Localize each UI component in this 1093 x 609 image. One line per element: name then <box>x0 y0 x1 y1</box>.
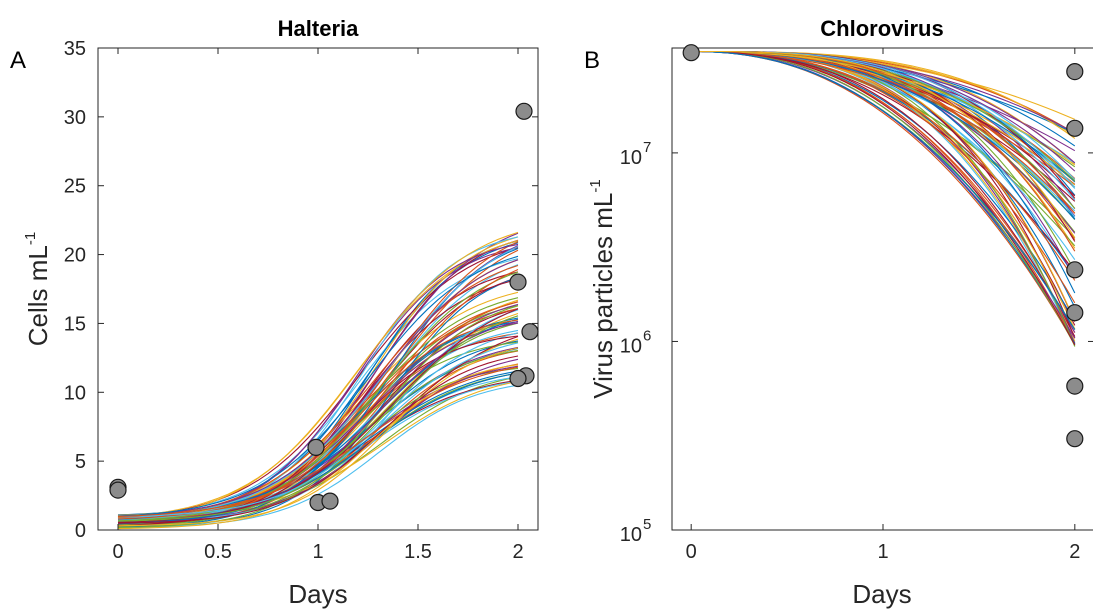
data-point <box>321 492 339 510</box>
data-point <box>1066 304 1084 322</box>
fit-curve <box>691 50 1076 330</box>
y-tick-label-base: 10 <box>620 147 642 169</box>
fit-curves-a <box>117 231 519 530</box>
data-point <box>1066 261 1084 279</box>
data-point <box>682 44 700 62</box>
y-axis-label-a: Cells mL-1 <box>22 232 53 346</box>
data-point <box>509 369 527 388</box>
fit-curve <box>117 269 519 520</box>
axes-box-b <box>671 47 1093 531</box>
fit-curve <box>691 50 1076 347</box>
fit-curve <box>117 347 519 527</box>
y-tick-label: 5 <box>75 451 86 473</box>
y-tick-label: 35 <box>64 38 86 60</box>
y-tick-label: 15 <box>64 313 86 335</box>
y-tick-label: 0 <box>75 520 86 542</box>
y-tick-label-exp: 7 <box>643 139 651 156</box>
panel-label-a: A <box>10 47 26 74</box>
y-tick-label-exp: 5 <box>643 516 651 533</box>
y-tick-label: 10 <box>620 147 642 169</box>
fit-curve <box>691 50 1076 346</box>
data-points-a <box>109 102 539 512</box>
x-tick-label: 2 <box>512 541 523 563</box>
fit-curve <box>117 372 519 527</box>
fit-curve <box>117 271 519 522</box>
data-point <box>515 102 533 120</box>
y-tick-label: 20 <box>64 245 86 267</box>
chart-title-halteria: Halteria <box>278 16 359 41</box>
x-tick-label: 1 <box>312 541 323 563</box>
fit-curve <box>117 329 519 522</box>
fit-curve <box>691 50 1076 166</box>
fit-curve <box>691 50 1076 281</box>
data-point <box>521 323 539 341</box>
y-tick-label-base: 10 <box>620 524 642 546</box>
x-axis-label-a: Days <box>288 579 347 609</box>
fit-curve <box>117 247 519 519</box>
data-point <box>307 438 325 456</box>
y-axis-label-b-base: Virus particles mL <box>588 193 618 399</box>
panel-label-b: B <box>584 47 600 74</box>
fit-curve <box>691 50 1076 239</box>
y-tick-label: 10 <box>64 382 86 404</box>
fit-curve <box>117 278 519 527</box>
y-axis-label-a-base: Cells mL <box>23 245 53 346</box>
x-tick-label: 1 <box>877 541 888 563</box>
fit-curve <box>691 50 1076 333</box>
y-axis-label-b-sup: -1 <box>587 179 604 192</box>
x-tick-label: 0 <box>112 541 123 563</box>
fit-curve <box>117 341 519 519</box>
fit-curve <box>117 355 519 524</box>
fit-curve <box>117 342 519 518</box>
y-tick-label: 10 <box>620 524 642 546</box>
y-tick-label: 30 <box>64 107 86 129</box>
fit-curve <box>117 366 519 518</box>
fit-curve <box>691 50 1076 346</box>
data-point <box>109 481 127 499</box>
data-point <box>1066 377 1084 395</box>
y-tick-label: 10 <box>620 335 642 357</box>
fit-curve <box>691 50 1076 276</box>
data-points-b <box>682 44 1084 448</box>
y-tick-label: 25 <box>64 176 86 198</box>
data-point <box>1066 62 1084 81</box>
x-tick-label: 2 <box>1069 541 1080 563</box>
fit-curve <box>117 364 519 530</box>
x-tick-label: 0 <box>686 541 697 563</box>
data-point <box>509 273 527 291</box>
y-axis-label-a-sup: -1 <box>22 232 39 245</box>
data-point <box>1066 119 1084 137</box>
fit-curve <box>117 236 519 521</box>
x-tick-label: 1.5 <box>404 541 432 563</box>
y-tick-label-base: 10 <box>620 335 642 357</box>
fit-curve <box>117 309 519 522</box>
fit-curve <box>117 317 519 521</box>
fit-curve <box>117 231 519 519</box>
fit-curve <box>117 372 519 525</box>
x-tick-label: 0.5 <box>204 541 232 563</box>
fit-curves-b <box>691 50 1076 347</box>
y-tick-label-exp: 6 <box>643 327 651 344</box>
x-axis-label-b: Days <box>852 579 911 609</box>
data-point <box>1066 430 1084 448</box>
y-axis-label-b: Virus particles mL-1 <box>587 179 618 399</box>
chart-title-chlorovirus: Chlorovirus <box>820 16 943 41</box>
